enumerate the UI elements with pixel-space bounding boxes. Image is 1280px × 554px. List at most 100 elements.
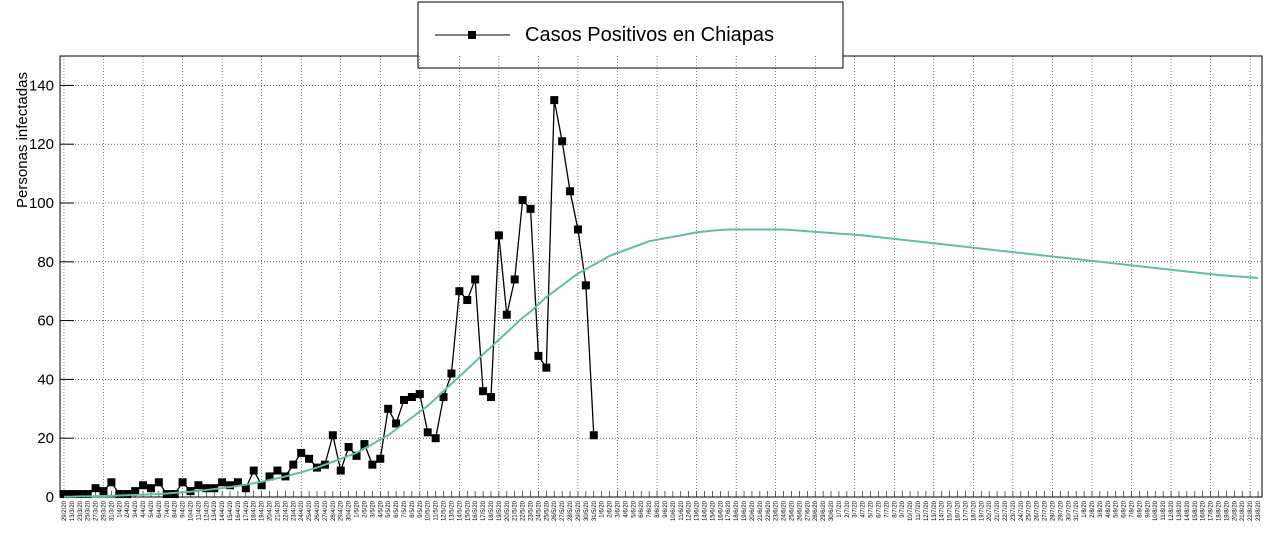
x-tick-label: 3/5/20 bbox=[370, 500, 376, 517]
x-tick-label: 1/8/20 bbox=[1082, 500, 1088, 517]
data-marker bbox=[154, 478, 163, 487]
x-tick-label: 3/6/20 bbox=[616, 500, 622, 517]
x-tick-label: 19/5/20 bbox=[497, 500, 503, 521]
data-marker bbox=[407, 393, 416, 402]
x-tick-label: 23/6/20 bbox=[774, 500, 780, 521]
x-tick-label: 21/8/20 bbox=[1240, 500, 1246, 521]
x-tick-label: 8/6/20 bbox=[655, 500, 661, 517]
y-tick-label: 120 bbox=[29, 136, 54, 153]
x-tick-label: 27/5/20 bbox=[560, 500, 566, 521]
data-marker bbox=[431, 434, 440, 443]
data-marker bbox=[297, 448, 306, 457]
x-tick-label: 3/4/20 bbox=[133, 500, 139, 517]
x-tick-label: 16/6/20 bbox=[718, 500, 724, 521]
x-tick-label: 5/5/20 bbox=[386, 500, 392, 517]
x-tick-label: 29/4/20 bbox=[339, 500, 345, 521]
data-marker bbox=[170, 490, 179, 499]
data-marker bbox=[178, 478, 187, 487]
x-tick-label: 6/8/20 bbox=[1122, 500, 1128, 517]
x-tick-label: 28/6/20 bbox=[813, 500, 819, 521]
x-tick-label: 5/8/20 bbox=[1114, 500, 1120, 517]
data-marker bbox=[115, 490, 124, 499]
data-marker bbox=[131, 487, 140, 496]
data-marker bbox=[479, 387, 488, 396]
x-tick-label: 13/3/20 bbox=[70, 500, 76, 521]
y-tick-label: 40 bbox=[37, 371, 54, 388]
data-marker bbox=[83, 490, 92, 499]
x-tick-label: 1/6/20 bbox=[600, 500, 606, 517]
data-marker bbox=[107, 478, 116, 487]
x-tick-label: 29/5/20 bbox=[576, 500, 582, 521]
x-tick-label: 8/7/20 bbox=[892, 500, 898, 517]
x-tick-label: 25/6/20 bbox=[789, 500, 795, 521]
x-tick-label: 12/5/20 bbox=[442, 500, 448, 521]
data-marker bbox=[226, 481, 235, 490]
data-marker bbox=[510, 275, 519, 284]
data-marker bbox=[67, 490, 76, 499]
x-tick-label: 6/5/20 bbox=[394, 500, 400, 517]
x-tick-label: 9/4/20 bbox=[181, 500, 187, 517]
data-marker bbox=[146, 484, 155, 493]
data-marker bbox=[368, 460, 377, 469]
data-marker bbox=[75, 490, 84, 499]
x-tick-label: 23/4/20 bbox=[291, 500, 297, 521]
x-tick-label: 8/4/20 bbox=[173, 500, 179, 517]
data-marker bbox=[352, 451, 361, 460]
y-tick-label: 80 bbox=[37, 254, 54, 271]
x-tick-label: 30/6/20 bbox=[829, 500, 835, 521]
x-tick-label: 24/4/20 bbox=[299, 500, 305, 521]
data-marker bbox=[439, 393, 448, 402]
y-tick-label: 60 bbox=[37, 313, 54, 330]
data-marker bbox=[542, 363, 551, 372]
data-marker bbox=[249, 466, 258, 475]
x-tick-label: 20/7/20 bbox=[987, 500, 993, 521]
x-tick-label: 28/7/20 bbox=[1050, 500, 1056, 521]
y-tick-label: 0 bbox=[46, 489, 54, 506]
x-tick-label: 27/3/20 bbox=[94, 500, 100, 521]
x-tick-label: 16/7/20 bbox=[956, 500, 962, 521]
x-tick-label: 15/4/20 bbox=[228, 500, 234, 521]
x-tick-label: 7/4/20 bbox=[165, 500, 171, 517]
data-marker bbox=[194, 481, 203, 490]
data-marker bbox=[123, 490, 132, 499]
data-marker bbox=[589, 431, 598, 440]
x-tick-label: 21/4/20 bbox=[275, 500, 281, 521]
x-tick-label: 4/4/20 bbox=[141, 500, 147, 517]
x-tick-label: 4/7/20 bbox=[861, 500, 867, 517]
x-tick-label: 7/7/20 bbox=[884, 500, 890, 517]
x-tick-label: 2/6/20 bbox=[608, 500, 614, 517]
x-tick-label: 18/8/20 bbox=[1217, 500, 1223, 521]
data-marker bbox=[399, 395, 408, 404]
x-tick-label: 10/5/20 bbox=[426, 500, 432, 521]
x-tick-label: 21/5/20 bbox=[513, 500, 519, 521]
data-marker bbox=[550, 96, 559, 105]
x-tick-label: 23/5/20 bbox=[529, 500, 535, 521]
plot-frame bbox=[59, 55, 1263, 498]
data-marker bbox=[558, 137, 567, 146]
x-tick-label: 1/7/20 bbox=[837, 500, 843, 517]
x-tick-label: 6/4/20 bbox=[157, 500, 163, 517]
data-marker bbox=[241, 484, 250, 493]
x-tick-label: 9/6/20 bbox=[663, 500, 669, 517]
x-tick-label: 30/5/20 bbox=[584, 500, 590, 521]
data-marker bbox=[344, 443, 353, 452]
x-tick-label: 21/7/20 bbox=[995, 500, 1001, 521]
x-tick-label: 3/7/20 bbox=[853, 500, 859, 517]
x-tick-label: 12/7/20 bbox=[924, 500, 930, 521]
x-tick-label: 22/7/20 bbox=[1003, 500, 1009, 521]
series-line bbox=[63, 228, 1259, 498]
x-tick-label: 29/7/20 bbox=[1058, 500, 1064, 521]
x-tick-label: 15/7/20 bbox=[948, 500, 954, 521]
data-marker bbox=[59, 490, 68, 499]
x-tick-label: 25/4/20 bbox=[307, 500, 313, 521]
x-tick-label: 8/8/20 bbox=[1137, 500, 1143, 517]
x-tick-label: 26/4/20 bbox=[315, 500, 321, 521]
x-tick-label: 17/5/20 bbox=[481, 500, 487, 521]
x-tick-label: 11/7/20 bbox=[916, 500, 922, 520]
data-marker bbox=[494, 231, 503, 240]
y-tick-label: 20 bbox=[37, 430, 54, 447]
data-marker bbox=[360, 440, 369, 449]
x-tick-label: 6/7/20 bbox=[876, 500, 882, 517]
x-tick-label: 4/8/20 bbox=[1106, 500, 1112, 517]
